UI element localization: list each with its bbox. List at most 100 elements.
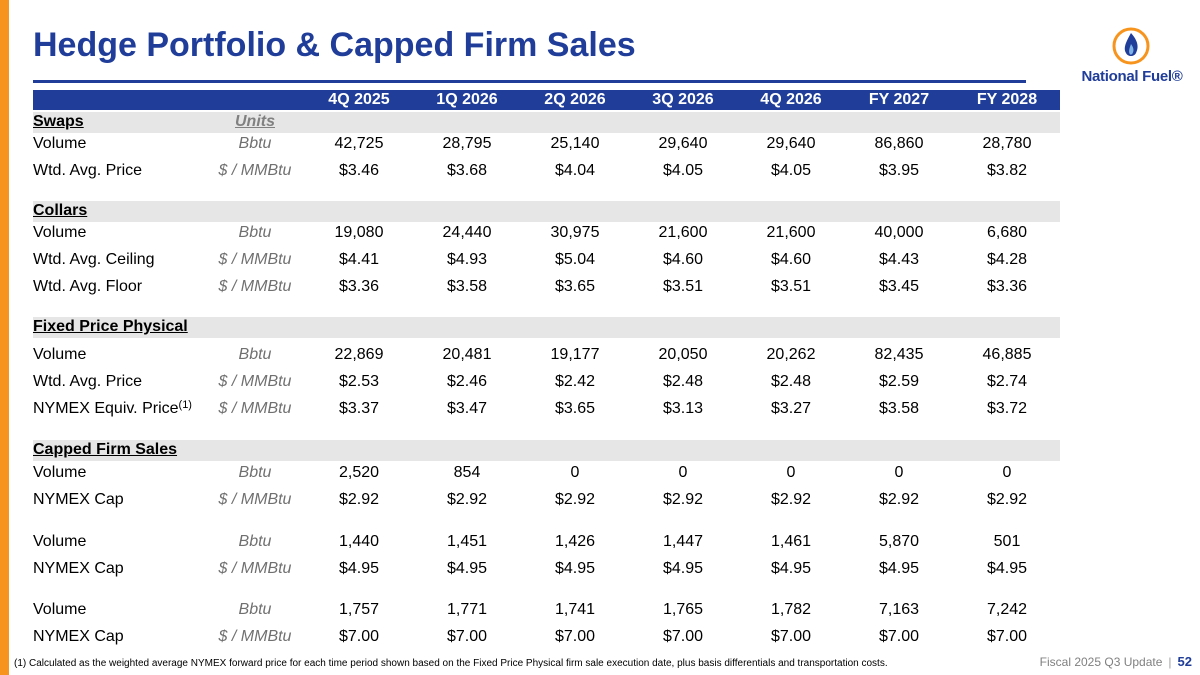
table-cell: 1,426 (554, 533, 596, 550)
table-cell: 1,447 (662, 533, 704, 550)
column-header: 1Q 2026 (436, 91, 498, 108)
table-cell: 46,885 (982, 346, 1032, 363)
row-unit: $ / MMBtu (218, 278, 292, 295)
table-cell: 2,520 (338, 464, 380, 481)
table-row: Volume Bbtu 2,520 854 0 0 0 0 0 (33, 462, 1060, 484)
table-cell: $3.37 (338, 400, 380, 417)
table-cell: 5,870 (878, 533, 920, 550)
row-label: NYMEX Cap (33, 491, 124, 509)
table-cell: $3.68 (446, 162, 488, 179)
row-label: Volume (33, 464, 86, 482)
table-cell: $2.59 (878, 373, 920, 390)
column-header: FY 2028 (976, 91, 1038, 108)
row-unit: $ / MMBtu (218, 251, 292, 268)
table-cell: 24,440 (442, 224, 492, 241)
row-unit: Bbtu (238, 135, 272, 152)
row-unit: $ / MMBtu (218, 491, 292, 508)
table-cell: $4.43 (878, 251, 920, 268)
table-cell: 28,795 (442, 135, 492, 152)
table-cell: 1,741 (554, 601, 596, 618)
table-cell: $4.28 (986, 251, 1028, 268)
table-cell: 1,765 (662, 601, 704, 618)
table-cell: $4.95 (338, 560, 380, 577)
row-label: NYMEX Cap (33, 560, 124, 578)
table-cell: $2.92 (662, 491, 704, 508)
row-label-text: NYMEX Cap (33, 491, 124, 508)
row-label: Wtd. Avg. Price (33, 373, 142, 391)
table-cell: $3.36 (986, 278, 1028, 295)
table-cell: 0 (1002, 464, 1012, 481)
row-unit: Bbtu (238, 464, 272, 481)
row-label: NYMEX Cap (33, 628, 124, 646)
row-label-text: Volume (33, 533, 87, 550)
table-cell: 1,451 (446, 533, 488, 550)
table-cell: 19,080 (334, 224, 384, 241)
table-cell: $5.04 (554, 251, 596, 268)
table-row: Volume Bbtu 22,869 20,481 19,177 20,050 20,262… (33, 344, 1060, 366)
table-cell: 30,975 (550, 224, 600, 241)
units-header: Units (235, 113, 275, 130)
table-cell: 854 (453, 464, 481, 481)
column-header: FY 2027 (868, 91, 930, 108)
row-label: Volume (33, 346, 86, 364)
table-row: Volume Bbtu 42,725 28,795 25,140 29,640 29,640… (33, 133, 1060, 155)
table-cell: $3.58 (878, 400, 920, 417)
table-cell: $2.92 (770, 491, 812, 508)
table-cell: 21,600 (766, 224, 816, 241)
row-label-text: Volume (33, 601, 87, 618)
row-label-text: Volume (33, 135, 87, 152)
table-cell: $4.95 (446, 560, 488, 577)
footnote-ref: (1) (178, 399, 192, 411)
table-cell: $2.92 (338, 491, 380, 508)
row-unit: Bbtu (238, 224, 272, 241)
row-unit: $ / MMBtu (218, 400, 292, 417)
footer-separator: | (1168, 655, 1172, 669)
row-label: NYMEX Equiv. Price(1) (33, 399, 192, 418)
table-cell: $7.00 (662, 628, 704, 645)
table-cell: $3.45 (878, 278, 920, 295)
footer-label: Fiscal 2025 Q3 Update (1039, 655, 1163, 669)
column-header: 3Q 2026 (652, 91, 714, 108)
table-cell: $2.53 (338, 373, 380, 390)
table-cell: $3.51 (770, 278, 812, 295)
table-row: Volume Bbtu 19,080 24,440 30,975 21,600 21,600… (33, 222, 1060, 244)
table-cell: $3.65 (554, 400, 596, 417)
table-cell: $3.47 (446, 400, 488, 417)
column-header: 4Q 2026 (760, 91, 822, 108)
table-cell: 1,440 (338, 533, 380, 550)
table-cell: $2.92 (878, 491, 920, 508)
accent-bar (0, 0, 9, 675)
table-row: Wtd. Avg. Ceiling $ / MMBtu $4.41 $4.93 $5.0… (33, 249, 1060, 271)
table-cell: 19,177 (550, 346, 600, 363)
table-cell: 29,640 (766, 135, 816, 152)
table-cell: $7.00 (986, 628, 1028, 645)
table-cell: $2.48 (770, 373, 812, 390)
footnote: (1) Calculated as the weighted average N… (14, 658, 888, 669)
table-row: Wtd. Avg. Price $ / MMBtu $3.46 $3.68 $4.04 $… (33, 160, 1060, 182)
table-cell: $4.60 (662, 251, 704, 268)
row-label: Wtd. Avg. Ceiling (33, 251, 155, 269)
row-label-text: Wtd. Avg. Floor (33, 278, 143, 295)
row-unit: $ / MMBtu (218, 628, 292, 645)
table-row: Volume Bbtu 1,440 1,451 1,426 1,447 1,461 5,870… (33, 531, 1060, 553)
table-cell: $4.95 (662, 560, 704, 577)
section-band-collars: Collars (33, 201, 1060, 222)
row-label-text: Volume (33, 224, 87, 241)
table-cell: $3.27 (770, 400, 812, 417)
table-row: Wtd. Avg. Price $ / MMBtu $2.53 $2.46 $2.42 $… (33, 371, 1060, 393)
table-cell: $4.95 (986, 560, 1028, 577)
table-cell: $4.04 (554, 162, 596, 179)
table-cell: 20,262 (766, 346, 816, 363)
table-cell: 40,000 (874, 224, 924, 241)
row-label-text: NYMEX Cap (33, 628, 124, 645)
row-label-text: Wtd. Avg. Ceiling (33, 251, 155, 268)
table-cell: $2.92 (446, 491, 488, 508)
table-cell: $2.42 (554, 373, 596, 390)
table-cell: $2.92 (554, 491, 596, 508)
row-label-text: NYMEX Cap (33, 560, 124, 577)
table-cell: $4.95 (770, 560, 812, 577)
table-cell: $3.82 (986, 162, 1028, 179)
table-cell: $3.65 (554, 278, 596, 295)
row-label-text: Volume (33, 464, 87, 481)
section-header: Fixed Price Physical (33, 318, 188, 335)
